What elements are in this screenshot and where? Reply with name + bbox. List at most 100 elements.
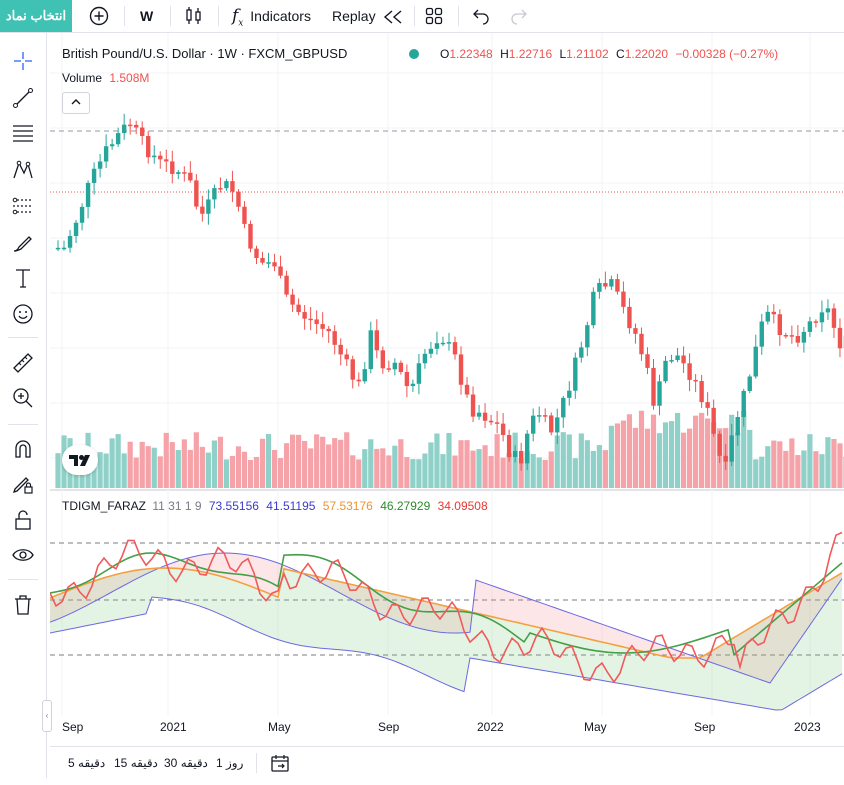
volume-bar xyxy=(326,444,331,488)
volume-bar xyxy=(344,432,349,488)
redo-button[interactable] xyxy=(510,0,530,32)
volume-bar xyxy=(495,434,500,488)
volume-bar xyxy=(801,450,806,488)
timeframe-15m[interactable]: 15 دقیقه xyxy=(114,747,158,779)
brush-tool[interactable] xyxy=(11,231,35,255)
interval-button[interactable]: W xyxy=(140,0,153,32)
candle-body xyxy=(832,308,836,327)
ruler-tool[interactable] xyxy=(11,351,35,375)
candle-body xyxy=(212,188,216,199)
candle-body xyxy=(549,415,553,432)
x-axis-label: May xyxy=(268,720,291,734)
candle-body xyxy=(254,249,258,258)
volume-bar xyxy=(188,450,193,488)
candle-body xyxy=(326,329,330,331)
volume-bar xyxy=(669,421,674,488)
eye-icon xyxy=(11,543,35,567)
volume-bar xyxy=(380,448,385,488)
volume-bar xyxy=(236,446,241,488)
volume-bar xyxy=(789,438,794,488)
tradingview-logo[interactable] xyxy=(62,445,98,475)
low-value: 1.21102 xyxy=(566,47,609,61)
candle-body xyxy=(615,279,619,292)
symbol-title[interactable]: British Pound/U.S. Dollar · 1W · FXCM_GB… xyxy=(62,46,347,61)
indicator-lower-fill xyxy=(50,568,842,710)
volume-bar xyxy=(314,434,319,488)
remove-drawings-tool[interactable] xyxy=(11,593,35,617)
candle-body xyxy=(399,363,403,372)
lock-tool[interactable] xyxy=(11,508,35,532)
candle-body xyxy=(134,125,138,128)
volume-bar xyxy=(561,432,566,488)
indicators-button[interactable]: fx Indicators xyxy=(232,0,311,32)
magnet-tool[interactable] xyxy=(11,437,35,461)
volume-bar xyxy=(200,447,205,488)
chart-area[interactable] xyxy=(50,33,844,743)
volume-bar xyxy=(290,435,295,488)
candle-body xyxy=(272,262,276,266)
candle-body xyxy=(723,456,727,462)
text-tool[interactable] xyxy=(11,266,35,290)
crosshair-tool[interactable] xyxy=(11,49,35,73)
ruler-icon xyxy=(11,351,35,375)
chevron-up-icon xyxy=(71,98,81,106)
chart-canvas[interactable] xyxy=(50,33,844,743)
volume-bar xyxy=(531,454,536,488)
replay-label: Replay xyxy=(332,8,376,24)
timeframe-1d[interactable]: 1 روز xyxy=(216,747,243,779)
candle-body xyxy=(122,125,126,133)
candle-body xyxy=(754,347,758,377)
chart-style-button[interactable] xyxy=(184,0,204,32)
candle-body xyxy=(194,180,198,206)
timeframe-30m[interactable]: 30 دقیقه xyxy=(164,747,208,779)
high-value: 1.22716 xyxy=(509,47,552,61)
volume-bar xyxy=(254,457,259,488)
separator xyxy=(8,337,38,338)
volume-bar xyxy=(639,411,644,488)
candle-body xyxy=(567,391,571,398)
pattern-tool[interactable] xyxy=(11,158,35,182)
fib-tool[interactable] xyxy=(11,121,35,145)
symbol-search-button[interactable]: انتخاب نماد xyxy=(0,0,72,32)
add-icon xyxy=(88,5,110,27)
x-axis-label: Sep xyxy=(694,720,715,734)
volume-bar xyxy=(284,443,289,488)
lock-drawings-tool[interactable] xyxy=(11,472,35,496)
trend-line-tool[interactable] xyxy=(11,86,35,110)
volume-bar xyxy=(392,446,397,488)
emoji-icon xyxy=(11,302,35,326)
candle-body xyxy=(170,161,174,174)
volume-bar xyxy=(212,440,217,488)
ohlc-values: O1.22348 H1.22716 L1.21102 C1.22020 −0.0… xyxy=(440,47,778,61)
candle-body xyxy=(838,328,842,348)
candle-body xyxy=(483,413,487,421)
candle-body xyxy=(363,369,367,381)
add-symbol-button[interactable] xyxy=(88,0,112,32)
candle-body xyxy=(591,292,595,325)
candle-body xyxy=(597,283,601,292)
candle-body xyxy=(555,417,559,432)
timeframe-5m[interactable]: 5 دقیقه xyxy=(68,747,105,779)
projection-tool[interactable] xyxy=(11,194,35,218)
volume-label: Volume xyxy=(62,71,102,85)
zoom-icon xyxy=(11,386,35,410)
undo-button[interactable] xyxy=(472,0,492,32)
volume-bar xyxy=(98,452,103,488)
candle-body xyxy=(790,335,794,337)
candle-body xyxy=(357,380,361,382)
date-range-button[interactable] xyxy=(270,747,290,779)
legend-collapse-button[interactable] xyxy=(62,92,90,114)
zoom-tool[interactable] xyxy=(11,386,35,410)
layout-button[interactable] xyxy=(425,0,445,32)
visibility-tool[interactable] xyxy=(11,543,35,567)
crosshair-icon xyxy=(11,49,35,73)
layout-icon xyxy=(425,7,443,25)
volume-bar xyxy=(266,434,271,488)
indicator-name[interactable]: TDIGM_FARAZ xyxy=(62,499,146,513)
volume-bar xyxy=(182,439,187,488)
volume-bar xyxy=(777,441,782,488)
emoji-tool[interactable] xyxy=(11,302,35,326)
replay-button[interactable]: Replay xyxy=(332,0,405,32)
candle-body xyxy=(681,356,685,364)
volume-bar xyxy=(597,445,602,488)
